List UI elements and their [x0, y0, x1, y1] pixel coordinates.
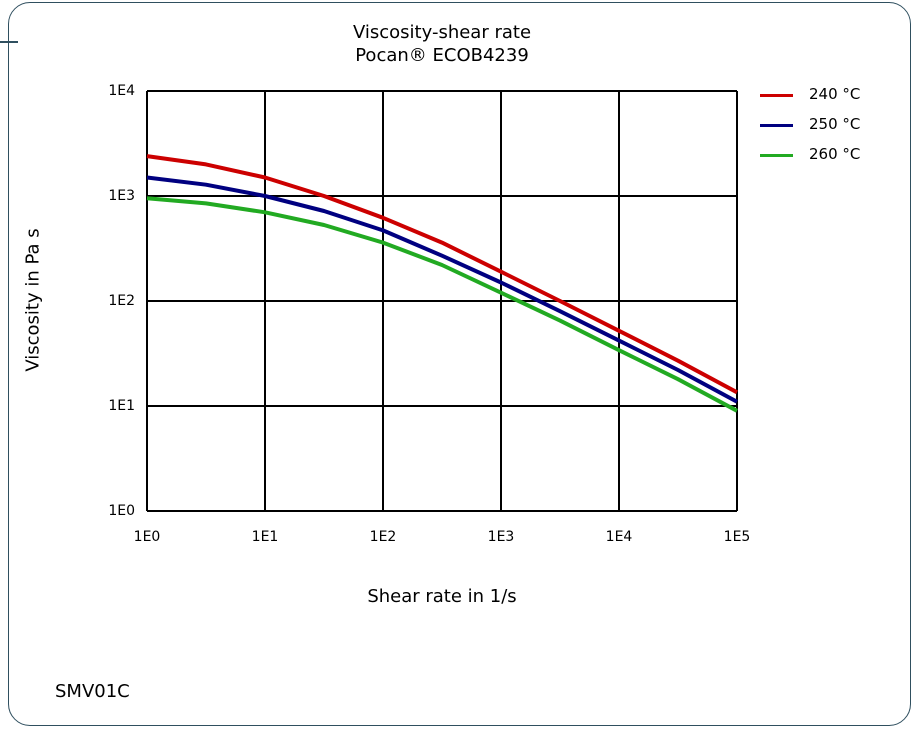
legend-swatch-2 — [760, 154, 793, 157]
chart-frame — [8, 2, 911, 726]
y-axis-label: Viscosity in Pa s — [22, 228, 44, 372]
corner-line — [0, 41, 18, 43]
legend-swatch-1 — [760, 124, 793, 127]
series-line-0 — [146, 154, 738, 395]
chart-subtitle: Pocan® ECOB4239 — [355, 45, 529, 66]
y-tick-label-1: 1E1 — [108, 398, 135, 414]
series-lines — [146, 154, 738, 413]
x-axis-label: Shear rate in 1/s — [367, 586, 517, 607]
x-tick-label-0: 1E0 — [134, 529, 161, 545]
series-line-1 — [146, 175, 738, 404]
figure-code: SMV01C — [55, 681, 130, 702]
legend-swatch-0 — [760, 94, 793, 97]
x-tick-label-2: 1E2 — [370, 529, 397, 545]
grid-lines — [146, 90, 738, 512]
chart-title: Viscosity-shear rate — [352, 22, 532, 43]
legend-label-0: 240 °C — [809, 85, 861, 103]
tick-labels: 1E0 1E1 1E2 1E3 1E4 1E5 1E0 1E1 1E2 1E3 1E4 — [108, 83, 750, 545]
y-tick-label-2: 1E2 — [108, 293, 135, 309]
y-tick-label-4: 1E4 — [108, 83, 135, 99]
series-line-2 — [146, 196, 738, 413]
x-tick-label-1: 1E1 — [252, 529, 279, 545]
legend-label-2: 260 °C — [809, 145, 861, 163]
x-tick-label-3: 1E3 — [488, 529, 515, 545]
legend-label-1: 250 °C — [809, 115, 861, 133]
y-tick-label-0: 1E0 — [108, 503, 135, 519]
y-tick-label-3: 1E3 — [108, 188, 135, 204]
x-tick-label-4: 1E4 — [606, 529, 633, 545]
x-tick-label-5: 1E5 — [724, 529, 751, 545]
